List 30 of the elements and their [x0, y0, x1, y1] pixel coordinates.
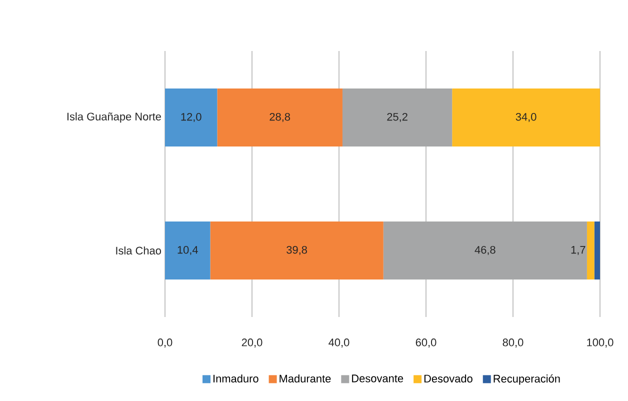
data-label: 34,0 — [516, 112, 536, 122]
x-tick-label: 60,0 — [416, 338, 436, 348]
bar — [452, 88, 600, 147]
y-tick-label: Isla Guañape Norte — [67, 112, 161, 123]
legend-label: Desovado — [424, 374, 472, 382]
y-tick-label: Isla Chao — [116, 246, 161, 255]
bar — [165, 88, 218, 147]
x-tick-label: 40,0 — [328, 338, 350, 348]
legend-label: Inmaduro — [214, 374, 258, 382]
bar — [586, 222, 594, 280]
bar — [594, 222, 600, 280]
bar — [383, 222, 587, 280]
bar — [210, 222, 384, 280]
x-tick-label: 100,0 — [587, 338, 614, 348]
legend-label: Recuperación — [494, 374, 560, 385]
x-tick-label: 20,0 — [242, 338, 262, 348]
legend-label: Madurante — [280, 374, 331, 382]
data-label: 12,0 — [181, 112, 202, 122]
data-label: 28,8 — [270, 112, 290, 122]
x-tick-label: 80,0 — [502, 338, 524, 348]
data-label: 46,8 — [474, 246, 496, 256]
x-tick-label: 0,0 — [158, 338, 172, 348]
data-label: 39,8 — [286, 246, 307, 256]
data-label: 10,4 — [178, 246, 198, 256]
bar — [342, 88, 452, 147]
bar — [165, 222, 210, 280]
data-label: 25,2 — [387, 112, 408, 122]
legend-label: Desovante — [352, 374, 404, 382]
bar — [217, 88, 342, 147]
data-label: 1,7 — [571, 246, 586, 255]
